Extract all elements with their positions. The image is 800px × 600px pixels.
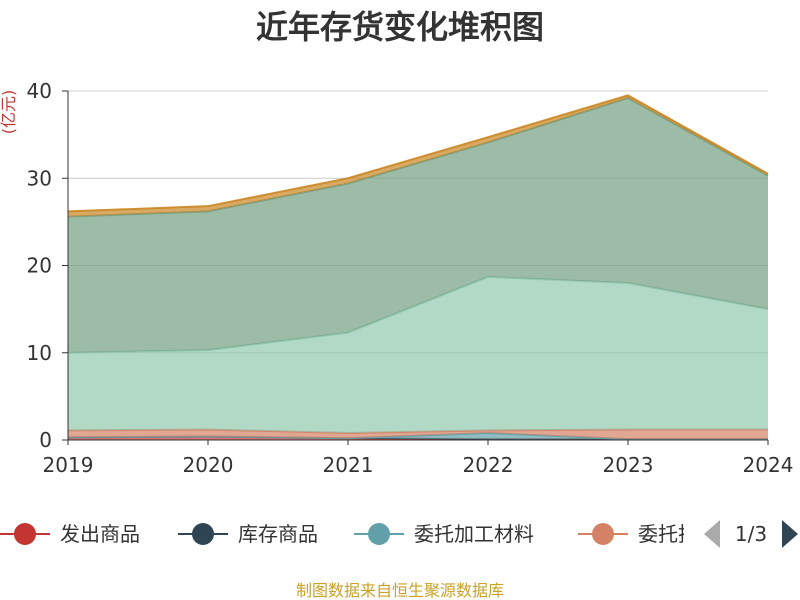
legend-marker xyxy=(192,523,214,545)
y-tick-label: 20 xyxy=(27,254,52,278)
legend-item[interactable]: 库存商品 xyxy=(178,522,318,546)
legend-label: 发出商品 xyxy=(60,522,140,546)
y-tick-label: 30 xyxy=(27,166,52,190)
legend-page-indicator: 1/3 xyxy=(735,522,767,546)
line-series-6 xyxy=(67,94,769,213)
legend-label: 委托托 xyxy=(638,522,698,546)
x-tick-label: 2019 xyxy=(43,453,94,477)
legend-label: 委托加工材料 xyxy=(414,522,534,546)
legend-label: 库存商品 xyxy=(238,522,318,546)
legend-marker xyxy=(592,523,614,545)
y-tick-label: 40 xyxy=(27,79,52,103)
y-tick-label: 0 xyxy=(39,428,52,452)
x-tick-label: 2021 xyxy=(323,453,374,477)
legend-marker xyxy=(368,523,390,545)
legend-next-page-icon[interactable] xyxy=(782,520,798,548)
legend-item[interactable]: 发出商品 xyxy=(0,522,140,546)
chart-title: 近年存货变化堆积图 xyxy=(256,8,544,46)
x-tick-label: 2020 xyxy=(183,453,234,477)
legend-item[interactable]: 委托托 xyxy=(578,522,698,546)
x-tick-label: 2023 xyxy=(603,453,654,477)
x-tick-label: 2022 xyxy=(463,453,514,477)
y-tick-label: 10 xyxy=(27,341,52,365)
x-tick-label: 2024 xyxy=(743,453,794,477)
legend-prev-page-icon[interactable] xyxy=(704,520,720,548)
y-axis-label: (亿元) xyxy=(0,90,18,135)
legend[interactable]: 发出商品 库存商品 委托加工材料 委托托 xyxy=(0,522,698,546)
area-series-3 xyxy=(68,429,768,440)
legend-item[interactable]: 委托加工材料 xyxy=(354,522,534,546)
data-source-note: 制图数据来自恒生聚源数据库 xyxy=(296,581,504,600)
series-areas xyxy=(67,94,769,441)
axes: 2019 2020 2021 2022 2023 2024 xyxy=(43,90,794,477)
line-series-2 xyxy=(67,432,768,441)
legend-marker xyxy=(14,523,36,545)
legend-pager: 1/3 xyxy=(704,520,798,548)
area-series-4 xyxy=(68,276,768,434)
area-series-5 xyxy=(68,97,768,353)
